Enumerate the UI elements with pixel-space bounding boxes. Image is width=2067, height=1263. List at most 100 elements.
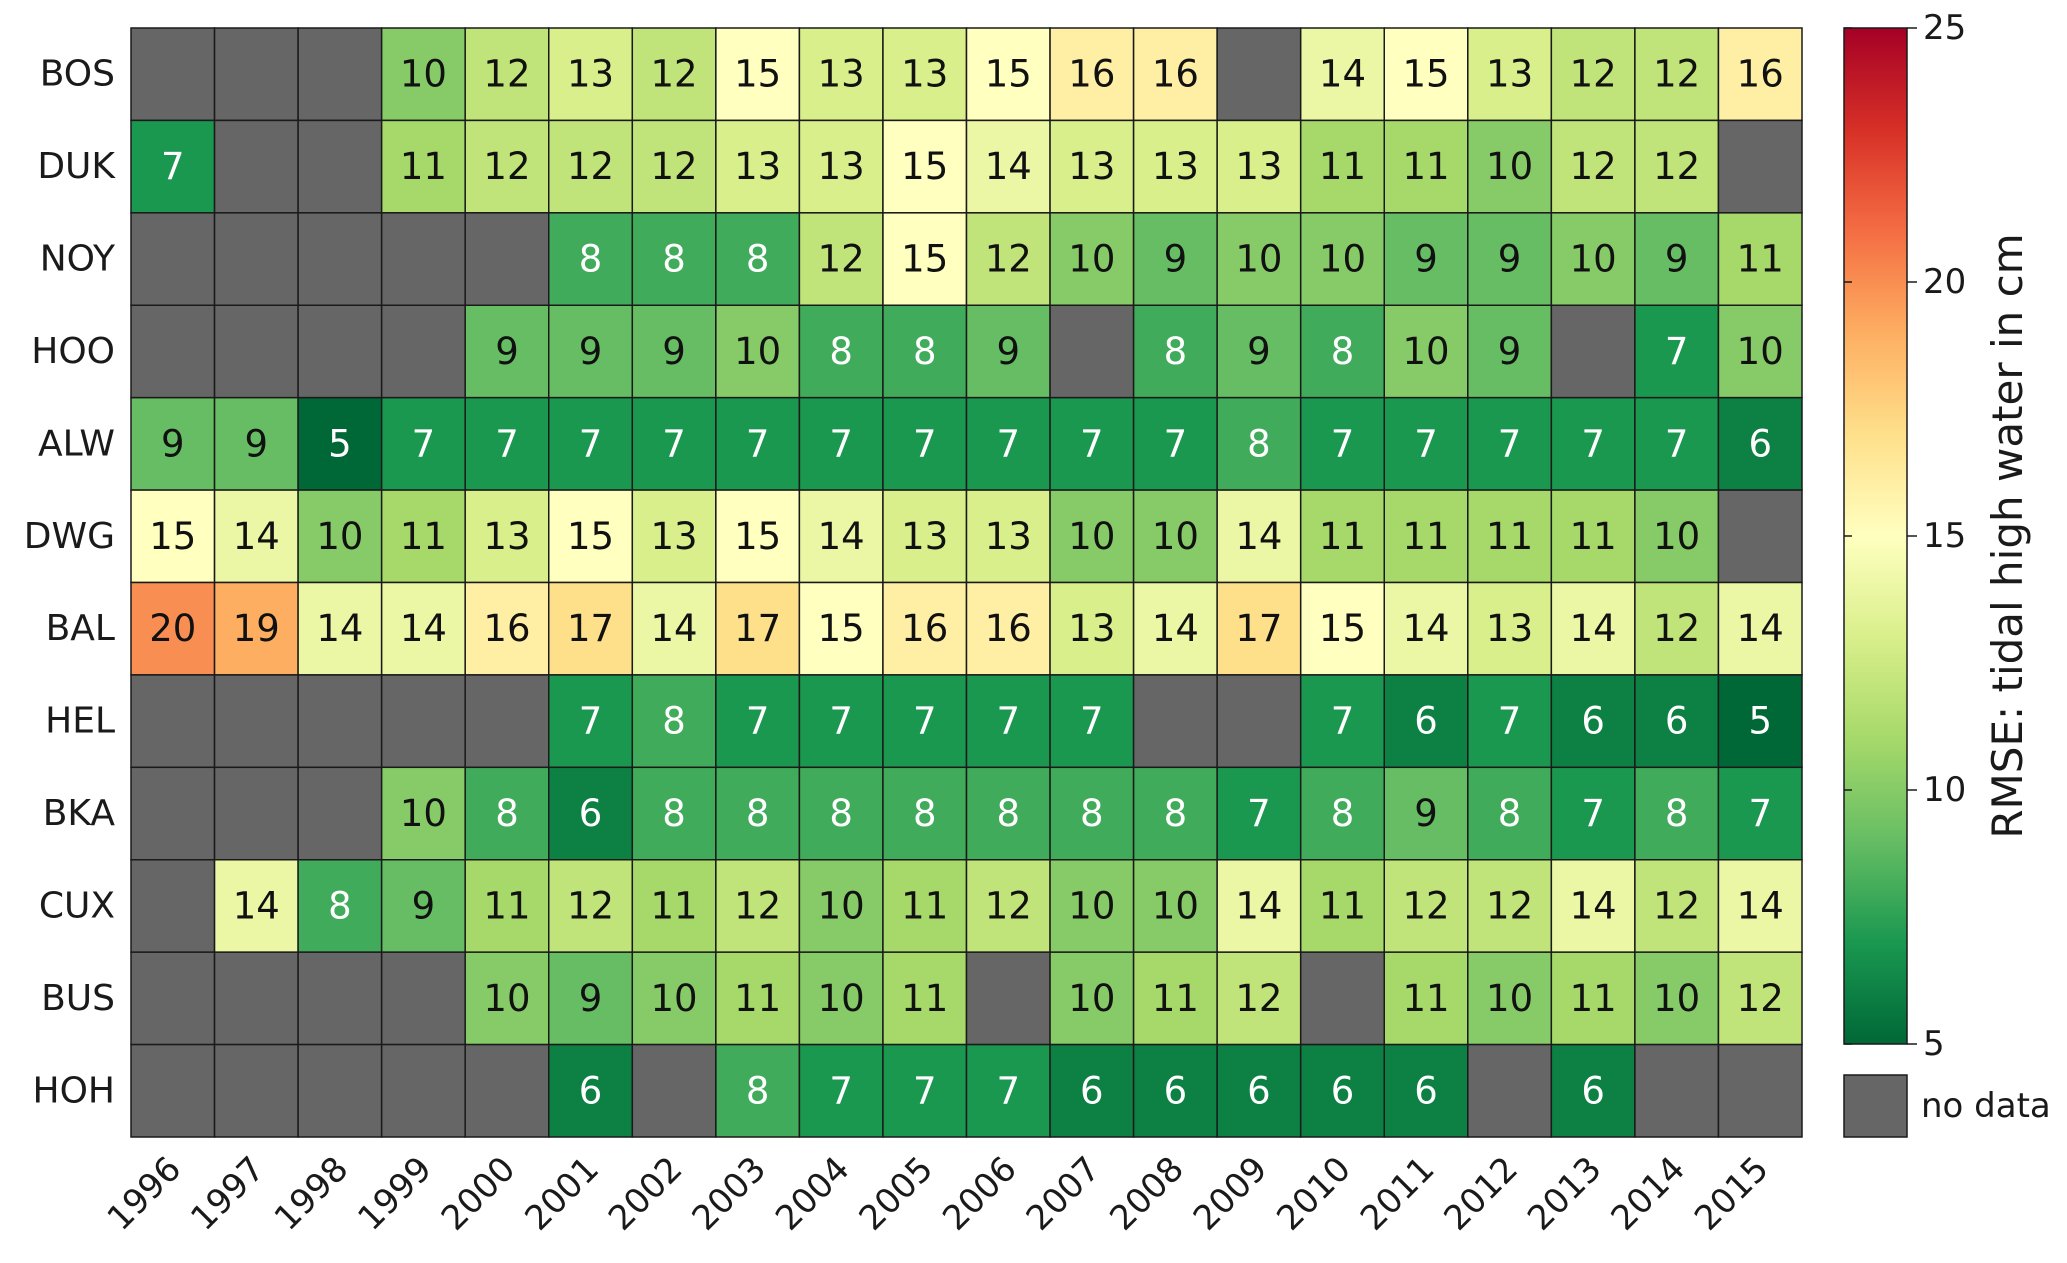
heatmap-cell-value: 16: [1068, 53, 1115, 96]
heatmap-cell-value: 13: [1486, 53, 1533, 96]
heatmap-cell-value: 10: [818, 884, 865, 927]
heatmap-cell-value: 7: [1080, 422, 1104, 465]
heatmap-cell: [548, 951, 634, 1046]
heatmap-cell-value: 7: [1498, 700, 1522, 743]
heatmap-cell-value: 14: [818, 515, 865, 558]
heatmap-cell: [631, 951, 717, 1046]
heatmap-cell-value: 13: [901, 53, 948, 96]
heatmap-cell-value: 12: [1402, 884, 1449, 927]
heatmap-cell-value: 8: [1164, 792, 1188, 835]
heatmap-cell-value: 10: [1235, 238, 1282, 281]
column-label: 2000: [434, 1149, 523, 1238]
heatmap-cell-value: 7: [913, 1069, 937, 1112]
heatmap-cell: [130, 859, 216, 953]
heatmap-cell: [1049, 212, 1135, 306]
heatmap-cell: [130, 119, 216, 214]
heatmap-cell-value: 15: [818, 607, 865, 650]
heatmap-cell: [1216, 674, 1302, 769]
heatmap-cell: [1550, 212, 1636, 306]
heatmap-cell: [1717, 212, 1803, 306]
heatmap-cell: [965, 1043, 1051, 1138]
heatmap-cell-value: 9: [1247, 330, 1271, 373]
heatmap-cell: [1299, 766, 1385, 861]
heatmap-cell: [715, 396, 801, 491]
column-label: 2002: [601, 1149, 690, 1238]
heatmap-cell-value: 7: [1581, 792, 1605, 835]
heatmap-cell-value: 11: [651, 884, 698, 927]
heatmap-cell-value: 8: [662, 238, 686, 281]
heatmap-cell: [798, 951, 884, 1046]
heatmap-cell: [130, 212, 216, 306]
heatmap-cell: [297, 304, 383, 399]
heatmap-cell-value: 8: [1080, 792, 1104, 835]
heatmap-cell-value: 15: [149, 515, 196, 558]
heatmap-cell: [1634, 396, 1720, 491]
heatmap-cell: [1550, 859, 1636, 953]
heatmap-cell-value: 6: [1080, 1069, 1104, 1112]
heatmap-cell: [130, 304, 216, 399]
column-label: 2011: [1353, 1149, 1442, 1238]
heatmap-cell: [213, 1043, 299, 1138]
heatmap-cell-value: 11: [1486, 515, 1533, 558]
heatmap-cell-value: 9: [412, 884, 436, 927]
heatmap-cell: [548, 27, 634, 122]
heatmap-cell: [1717, 27, 1803, 122]
heatmap-cell: [965, 304, 1051, 399]
heatmap-cell: [548, 396, 634, 491]
heatmap-cell: [1383, 766, 1469, 861]
heatmap-cell-value: 7: [829, 1069, 853, 1112]
heatmap-cell-value: 7: [1331, 422, 1355, 465]
heatmap-cell: [1132, 396, 1218, 491]
heatmap-cell-value: 17: [1235, 607, 1282, 650]
heatmap-cell: [715, 766, 801, 861]
column-label: 2008: [1102, 1149, 1191, 1238]
heatmap-cell-value: 14: [1319, 53, 1366, 96]
heatmap-cell-value: 11: [1402, 515, 1449, 558]
heatmap-cell: [1634, 304, 1720, 399]
heatmap-cell-value: 10: [1737, 330, 1784, 373]
heatmap-cell-value: 14: [400, 607, 447, 650]
colorbar: [1843, 27, 1908, 1045]
heatmap-cell-value: 14: [1737, 607, 1784, 650]
heatmap-cell-value: 12: [1653, 145, 1700, 188]
heatmap-cell: [548, 489, 634, 584]
heatmap-cell-value: 12: [567, 884, 614, 927]
heatmap-cell-value: 7: [996, 422, 1020, 465]
heatmap-cell-value: 7: [1498, 422, 1522, 465]
column-label: 2003: [685, 1149, 774, 1238]
row-label: BKA: [43, 793, 116, 834]
heatmap-cell: [1383, 1043, 1469, 1138]
heatmap-cell-value: 7: [1665, 422, 1689, 465]
heatmap-cell-value: 15: [734, 53, 781, 96]
heatmap-cell: [882, 951, 968, 1046]
heatmap-cell-value: 15: [901, 145, 948, 188]
heatmap-cell: [380, 766, 466, 861]
heatmap-cell-value: 7: [829, 422, 853, 465]
heatmap-cell: [464, 859, 550, 953]
heatmap-cell-value: 13: [1152, 145, 1199, 188]
heatmap-cell-value: 10: [1152, 884, 1199, 927]
heatmap-cell: [965, 212, 1051, 306]
heatmap-cell: [1216, 581, 1302, 676]
heatmap-cell-value: 12: [734, 884, 781, 927]
heatmap-cell: [715, 1043, 801, 1138]
heatmap-cell-value: 8: [913, 330, 937, 373]
heatmap-cell-value: 8: [1498, 792, 1522, 835]
heatmap-cell: [1550, 581, 1636, 676]
heatmap-cell-value: 10: [316, 515, 363, 558]
heatmap-cell-value: 12: [1235, 977, 1282, 1020]
heatmap-cell-value: 14: [651, 607, 698, 650]
heatmap-cell-value: 8: [746, 238, 770, 281]
heatmap-cell-value: 10: [1068, 238, 1115, 281]
heatmap-cell: [965, 951, 1051, 1046]
heatmap-cell-value: 7: [996, 1069, 1020, 1112]
heatmap-cell: [213, 674, 299, 769]
heatmap-cell-value: 13: [734, 145, 781, 188]
heatmap-cell-value: 10: [1486, 977, 1533, 1020]
heatmap-cell: [798, 27, 884, 122]
heatmap-cell: [1216, 119, 1302, 214]
heatmap-cell-value: 9: [1498, 238, 1522, 281]
heatmap-cell-value: 9: [1414, 792, 1438, 835]
heatmap-cell-value: 9: [495, 330, 519, 373]
heatmap-cell: [297, 581, 383, 676]
